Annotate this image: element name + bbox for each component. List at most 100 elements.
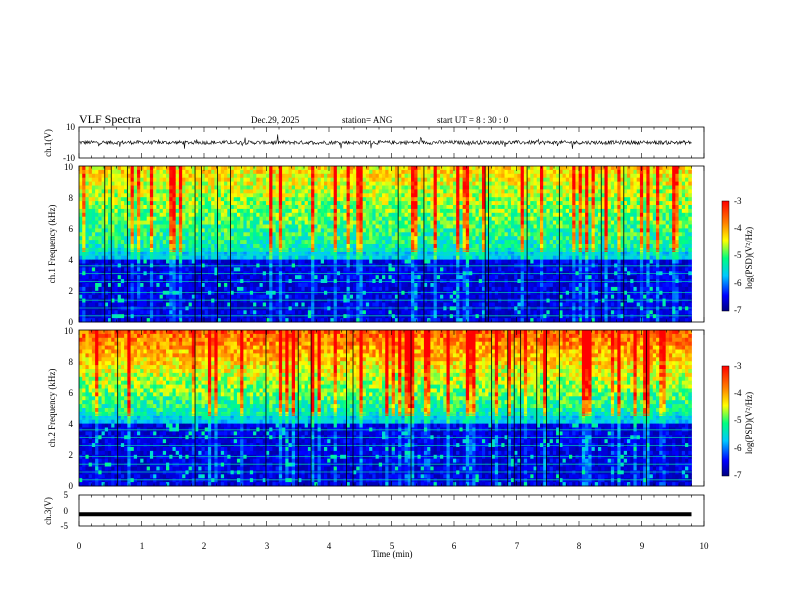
spectrogram-cell: [214, 236, 219, 241]
spectrogram-cell: [359, 212, 364, 218]
spectrogram-cell: [301, 224, 306, 229]
spectrogram-cell: [388, 294, 393, 299]
spectrogram-cell: [327, 240, 331, 245]
spectrogram-cell: [265, 232, 270, 237]
spectrogram-cell: [365, 244, 370, 249]
spectrogram-cell: [214, 283, 219, 288]
spectrogram-cell: [298, 283, 302, 288]
spectrogram-cell: [404, 216, 409, 221]
spectrogram-cell: [301, 306, 306, 311]
spectrogram-cell: [291, 236, 296, 241]
spectrogram-cell: [230, 224, 235, 229]
spectrogram-cell: [369, 306, 373, 311]
spectrogram-cell: [153, 193, 157, 198]
spectrogram-cell: [459, 197, 464, 202]
spectrogram-cell: [243, 224, 248, 229]
spectrogram-cell: [356, 189, 360, 194]
spectrogram-cell: [372, 318, 376, 323]
spectrogram-cell: [327, 185, 331, 190]
spectrogram-cell: [162, 318, 167, 323]
spectrogram-cell: [130, 208, 135, 214]
spectrogram-cell: [452, 244, 457, 249]
spectrogram-cell: [436, 208, 441, 214]
spectrogram-cell: [288, 240, 293, 245]
spectrogram-cell: [378, 212, 383, 218]
spectrogram-cell: [333, 177, 338, 182]
spectrogram-cell: [195, 173, 199, 179]
spectrogram-cell: [236, 302, 241, 307]
spectrogram-cell: [301, 255, 306, 260]
spectrogram-cell: [153, 232, 157, 237]
spectrogram-cell: [391, 228, 396, 233]
spectrogram-cell: [446, 251, 451, 257]
spectrogram-cell: [340, 212, 344, 218]
spectrogram-cell: [330, 240, 335, 245]
spectrogram-cell: [307, 290, 312, 296]
spectrogram-cell: [404, 267, 409, 272]
spectrogram-cell: [101, 181, 106, 186]
spectrogram-cell: [391, 318, 396, 323]
spectrogram-cell: [182, 166, 186, 171]
spectrogram-cell: [433, 197, 438, 202]
spectrogram-cell: [440, 232, 444, 237]
spectrogram-cell: [166, 216, 170, 221]
spectrogram-cell: [178, 310, 183, 315]
spectrogram-cell: [365, 197, 370, 202]
spectrogram-cell: [195, 185, 199, 190]
spectrogram-cell: [291, 220, 296, 225]
spectrogram-cell: [198, 220, 202, 225]
spectrogram-cell: [427, 181, 431, 186]
spectrogram-cell: [336, 302, 341, 307]
spectrogram-cell: [204, 220, 209, 225]
spectrogram-cell: [204, 306, 209, 311]
spectrogram-cell: [98, 314, 102, 319]
spectrogram-cell: [220, 294, 225, 299]
spectrogram-cell: [133, 314, 138, 319]
spectrogram-cell: [140, 173, 144, 179]
spectrogram-cell: [340, 193, 344, 198]
spectrogram-cell: [404, 283, 409, 288]
spectrogram-cell: [91, 294, 96, 299]
spectrogram-cell: [101, 290, 106, 296]
spectrogram-cell: [333, 205, 338, 210]
spectrogram-cell: [343, 189, 347, 194]
spectrogram-cell: [149, 205, 154, 210]
spectrogram-cell: [233, 216, 238, 221]
spectrogram-cell: [430, 208, 434, 214]
spectrogram-cell: [459, 318, 464, 323]
spectrogram-cell: [207, 318, 212, 323]
spectrogram-cell: [127, 232, 131, 237]
spectrogram-cell: [185, 318, 189, 323]
spectrogram-cell: [359, 173, 364, 179]
spectrogram-cell: [130, 166, 135, 171]
spectrogram-cell: [217, 259, 222, 264]
spectrogram-cell: [456, 193, 460, 198]
spectrogram-cell: [159, 251, 164, 257]
spectrogram-cell: [201, 181, 206, 186]
spectrogram-cell: [201, 267, 206, 272]
spectrogram-cell: [320, 275, 325, 280]
spectrogram-cell: [211, 166, 215, 171]
spectrogram-cell: [346, 201, 351, 206]
spectrogram-cell: [127, 181, 131, 186]
spectrogram-cell: [256, 286, 260, 292]
spectrogram-cell: [133, 173, 138, 179]
spectrogram-cell: [401, 275, 405, 280]
spectrogram-cell: [198, 306, 202, 311]
spectrogram-cell: [166, 173, 170, 179]
spectrogram-cell: [391, 240, 396, 245]
spectrogram-cell: [220, 177, 225, 182]
spectrogram-cell: [314, 185, 318, 190]
spectrogram-cell: [440, 220, 444, 225]
spectrogram-cell: [120, 240, 125, 245]
spectrogram-cell: [79, 267, 83, 272]
spectrogram-cell: [324, 244, 328, 249]
spectrogram-cell: [449, 185, 454, 190]
spectrogram-cell: [262, 306, 267, 311]
spectrogram-cell: [398, 212, 402, 218]
spectrogram-cell: [330, 201, 335, 206]
spectrogram-cell: [311, 283, 315, 288]
spectrogram-cell: [272, 181, 277, 186]
spectrogram-cell: [236, 212, 241, 218]
spectrogram-cell: [195, 255, 199, 260]
